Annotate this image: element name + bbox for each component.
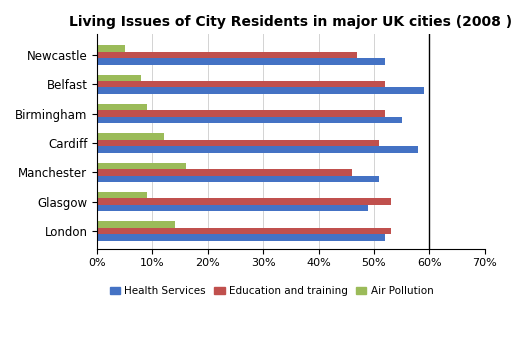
- Bar: [97, 117, 401, 123]
- Bar: [97, 58, 385, 65]
- Legend: Health Services, Education and training, Air Pollution: Health Services, Education and training,…: [105, 282, 437, 300]
- Bar: [97, 88, 424, 94]
- Bar: [97, 228, 391, 234]
- Bar: [97, 133, 163, 140]
- Bar: [97, 146, 418, 153]
- Bar: [97, 163, 186, 169]
- Bar: [97, 104, 147, 110]
- Bar: [97, 205, 368, 211]
- Bar: [97, 74, 141, 81]
- Bar: [97, 110, 385, 117]
- Bar: [97, 234, 385, 241]
- Bar: [97, 81, 385, 88]
- Bar: [97, 169, 352, 175]
- Title: Living Issues of City Residents in major UK cities (2008 ): Living Issues of City Residents in major…: [69, 15, 512, 29]
- Bar: [97, 45, 125, 52]
- Bar: [97, 192, 147, 198]
- Bar: [97, 140, 379, 146]
- Bar: [97, 198, 391, 205]
- Bar: [97, 52, 357, 58]
- Bar: [97, 221, 175, 228]
- Bar: [97, 175, 379, 182]
